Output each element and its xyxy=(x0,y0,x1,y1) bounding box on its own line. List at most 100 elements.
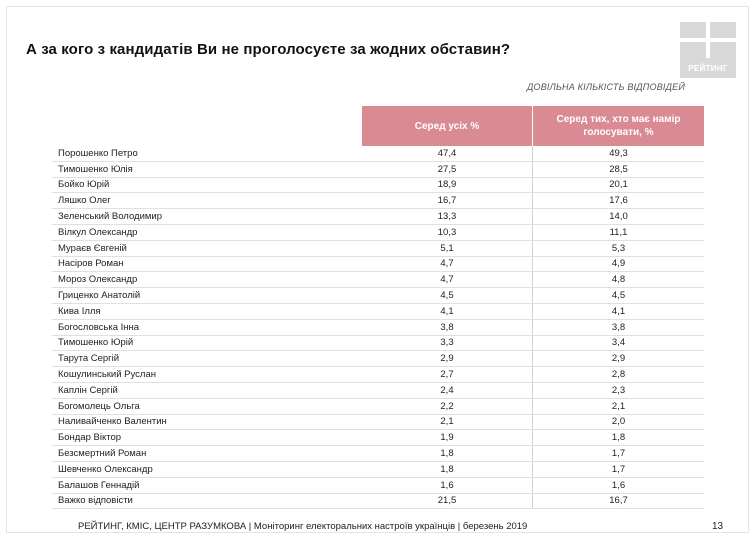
candidate-name: Тарута Сергій xyxy=(58,353,120,365)
table-row: Вілкул Олександр 10,3 11,1 xyxy=(52,224,704,241)
value-voters: 3,4 xyxy=(611,337,626,349)
value-all-respondents: 3,8 xyxy=(362,319,533,335)
candidate-name: Кошулинський Руслан xyxy=(58,369,156,381)
value-all-respondents: 4,5 xyxy=(362,288,533,303)
candidate-name: Ляшко Олег xyxy=(58,195,111,207)
value-voters: 11,1 xyxy=(609,226,628,238)
candidate-name: Порошенко Петро xyxy=(58,147,138,159)
value-voters: 1,8 xyxy=(611,432,626,444)
candidate-name: Шевченко Олександр xyxy=(58,463,153,475)
candidate-name: Богословська Інна xyxy=(58,321,140,333)
table-row: Тимошенко Юрій 3,3 3,4 xyxy=(52,335,704,352)
table-row: Богомолець Ольга 2,2 2,1 xyxy=(52,398,704,415)
table-row: Мураєв Євгеній 5,1 5,3 xyxy=(52,240,704,257)
table-row: Ляшко Олег 16,7 17,6 xyxy=(52,193,704,210)
value-all-respondents: 4,7 xyxy=(362,256,533,272)
table-row: Кива Ілля 4,1 4,1 xyxy=(52,303,704,320)
value-voters: 4,8 xyxy=(611,274,626,286)
value-all-respondents: 16,7 xyxy=(362,193,533,209)
subtitle: ДОВІЛЬНА КІЛЬКІСТЬ ВІДПОВІДЕЙ xyxy=(526,82,685,92)
value-all-respondents: 27,5 xyxy=(362,161,533,177)
candidate-name: Богомолець Ольга xyxy=(58,400,140,412)
value-all-respondents: 2,4 xyxy=(362,382,533,398)
table-row: Зеленський Володимир 13,3 14,0 xyxy=(52,209,704,225)
value-all-respondents: 47,4 xyxy=(362,146,533,161)
candidate-name: Мороз Олександр xyxy=(58,274,138,286)
candidate-name: Тимошенко Юлія xyxy=(58,163,133,175)
table-row: Гриценко Анатолій 4,5 4,5 xyxy=(52,288,704,304)
candidate-name: Гриценко Анатолій xyxy=(58,290,141,302)
candidate-name: Бондар Віктор xyxy=(58,432,122,444)
value-all-respondents: 21,5 xyxy=(362,493,533,509)
value-voters: 4,1 xyxy=(611,305,626,317)
value-voters: 5,3 xyxy=(611,242,626,254)
header-voters: Серед тих, хто має намір голосувати, % xyxy=(533,106,704,146)
value-all-respondents: 1,9 xyxy=(362,430,533,446)
logo-text: РЕЙТИНГ xyxy=(688,64,728,73)
value-voters: 1,6 xyxy=(611,479,626,491)
results-table: Серед усіх % Серед тих, хто має намір го… xyxy=(52,106,704,510)
value-voters: 2,0 xyxy=(611,416,626,428)
value-all-respondents: 1,8 xyxy=(362,461,533,477)
rating-logo: РЕЙТИНГ xyxy=(680,22,736,78)
value-voters: 28,5 xyxy=(609,163,628,175)
candidate-name: Зеленський Володимир xyxy=(58,211,162,223)
table-row: Бондар Віктор 1,9 1,8 xyxy=(52,430,704,447)
table-row: Мороз Олександр 4,7 4,8 xyxy=(52,272,704,289)
table-row: Наливайченко Валентин 2,1 2,0 xyxy=(52,414,704,431)
value-voters: 2,9 xyxy=(611,353,626,365)
table-row: Каплін Сергій 2,4 2,3 xyxy=(52,382,704,399)
table-row: Насіров Роман 4,7 4,9 xyxy=(52,256,704,273)
table-row: Тимошенко Юлія 27,5 28,5 xyxy=(52,161,704,178)
value-all-respondents: 4,1 xyxy=(362,303,533,319)
value-voters: 49,3 xyxy=(609,147,628,159)
value-all-respondents: 4,7 xyxy=(362,272,533,288)
value-voters: 1,7 xyxy=(611,448,626,460)
candidate-name: Тимошенко Юрій xyxy=(58,337,134,349)
table-row: Тарута Сергій 2,9 2,9 xyxy=(52,351,704,368)
value-all-respondents: 1,6 xyxy=(362,477,533,493)
candidate-name: Балашов Геннадій xyxy=(58,479,140,491)
page-number: 13 xyxy=(712,521,724,532)
value-all-respondents: 13,3 xyxy=(362,209,533,224)
value-voters: 17,6 xyxy=(609,195,628,207)
value-all-respondents: 2,1 xyxy=(362,414,533,430)
header-all-respondents: Серед усіх % xyxy=(362,106,533,146)
value-all-respondents: 2,9 xyxy=(362,351,533,367)
page-title: А за кого з кандидатів Ви не проголосуєт… xyxy=(26,41,511,58)
value-voters: 2,8 xyxy=(611,369,626,381)
candidate-name: Насіров Роман xyxy=(58,258,124,270)
value-all-respondents: 2,7 xyxy=(362,367,533,382)
table-row: Бойко Юрій 18,9 20,1 xyxy=(52,177,704,194)
candidate-name: Вілкул Олександр xyxy=(58,226,138,238)
candidate-name: Безсмертний Роман xyxy=(58,448,147,460)
table-row: Порошенко Петро 47,4 49,3 xyxy=(52,146,704,162)
value-all-respondents: 1,8 xyxy=(362,446,533,461)
table-row: Безсмертний Роман 1,8 1,7 xyxy=(52,446,704,462)
value-voters: 16,7 xyxy=(609,495,628,507)
candidate-name: Важко відповісти xyxy=(58,495,133,507)
logo-cross-horizontal xyxy=(680,38,736,42)
table-row: Кошулинський Руслан 2,7 2,8 xyxy=(52,367,704,383)
value-voters: 4,5 xyxy=(611,290,626,302)
value-voters: 4,9 xyxy=(611,258,626,270)
table-row: Балашов Геннадій 1,6 1,6 xyxy=(52,477,704,494)
header-name-column xyxy=(52,106,362,146)
candidate-name: Наливайченко Валентин xyxy=(58,416,167,428)
table-header: Серед усіх % Серед тих, хто має намір го… xyxy=(52,106,704,146)
table-row: Шевченко Олександр 1,8 1,7 xyxy=(52,461,704,478)
candidate-name: Кива Ілля xyxy=(58,305,101,317)
table-row: Богословська Інна 3,8 3,8 xyxy=(52,319,704,336)
value-all-respondents: 3,3 xyxy=(362,335,533,351)
candidate-name: Мураєв Євгеній xyxy=(58,242,127,254)
footer-source: РЕЙТИНГ, КМІС, ЦЕНТР РАЗУМКОВА | Монітор… xyxy=(78,521,528,532)
value-all-respondents: 18,9 xyxy=(362,177,533,193)
candidate-name: Бойко Юрій xyxy=(58,179,110,191)
value-voters: 3,8 xyxy=(611,321,626,333)
value-voters: 2,3 xyxy=(611,384,626,396)
value-voters: 20,1 xyxy=(609,179,628,191)
value-voters: 14,0 xyxy=(609,211,628,223)
value-all-respondents: 10,3 xyxy=(362,224,533,240)
value-all-respondents: 5,1 xyxy=(362,240,533,256)
candidate-name: Каплін Сергій xyxy=(58,384,118,396)
